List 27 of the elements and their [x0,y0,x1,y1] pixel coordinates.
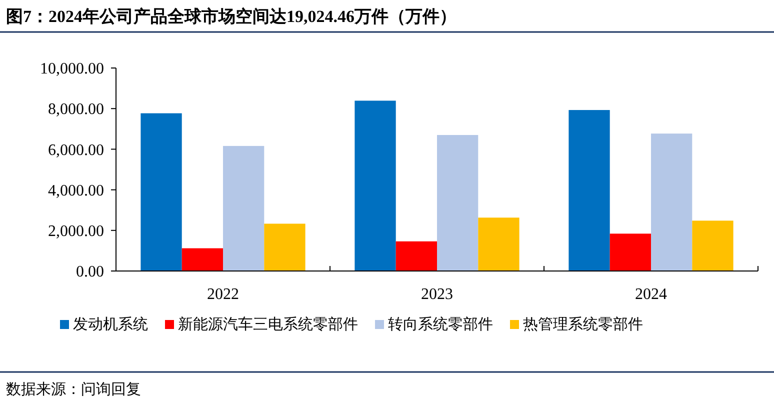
x-tick-label: 2022 [207,286,239,303]
bar [610,234,651,271]
bar [568,110,610,271]
y-tick-label: 0.00 [76,264,104,281]
legend-label: 发动机系统 [73,315,148,333]
bar [140,113,182,271]
bar [437,134,478,271]
bar [692,220,734,271]
bar [651,134,692,271]
source-note: 数据来源：问询回复 [6,380,141,398]
y-tick-label: 8,000.00 [48,101,104,118]
y-tick-label: 10,000.00 [40,60,104,78]
bar [478,218,520,271]
chart-title: 图7：2024年公司产品全球市场空间达19,024.46万件（万件） [6,7,456,26]
bar [182,248,223,271]
x-tick-label: 2023 [421,286,453,303]
bar [354,100,396,271]
legend-label: 热管理系统零部件 [523,315,643,333]
legend-label: 转向系统零部件 [388,315,493,333]
y-tick-label: 4,000.00 [48,182,104,200]
legend-label: 新能源汽车三电系统零部件 [178,315,358,333]
x-tick-label: 2024 [635,286,667,303]
bar [264,224,306,271]
y-tick-label: 2,000.00 [48,223,104,240]
bar [223,146,264,271]
y-tick-label: 6,000.00 [48,142,104,159]
bar [396,241,437,271]
